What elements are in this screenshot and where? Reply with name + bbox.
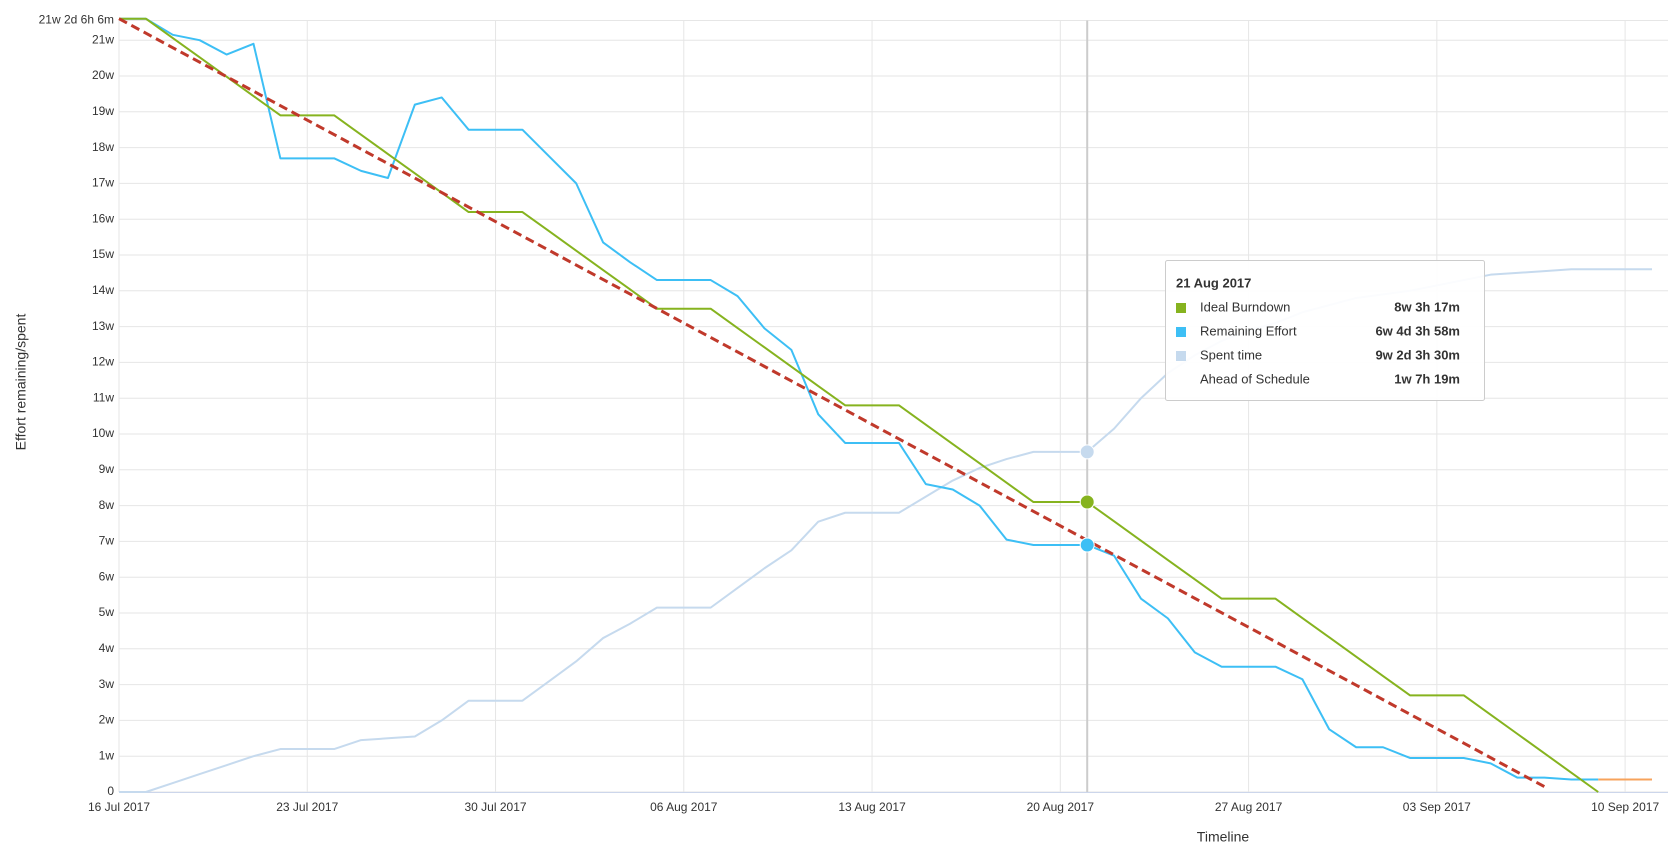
y-tick-label: 4w <box>99 641 115 655</box>
series-line <box>119 17 1599 781</box>
y-tick-label: 14w <box>92 283 114 297</box>
y-tick-label: 16w <box>92 211 114 225</box>
hover-marker <box>1079 494 1095 510</box>
y-tick-label: 9w <box>99 462 115 476</box>
y-tick-label: 1w <box>99 748 115 762</box>
y-tick-label: 19w <box>92 104 114 118</box>
tooltip-name: Ahead of Schedule <box>1200 371 1310 386</box>
y-tick-label: 20w <box>92 68 114 82</box>
x-tick-label: 27 Aug 2017 <box>1215 800 1283 814</box>
x-tick-label: 16 Jul 2017 <box>88 800 150 814</box>
tooltip-name: Spent time <box>1200 347 1262 362</box>
tooltip-title: 21 Aug 2017 <box>1176 275 1251 290</box>
hover-marker <box>1079 444 1095 460</box>
y-tick-label: 21w 2d 6h 6m <box>39 13 114 27</box>
y-tick-label: 0 <box>107 784 114 798</box>
tooltip-swatch <box>1176 351 1186 361</box>
y-tick-label: 10w <box>92 426 114 440</box>
y-tick-label: 8w <box>99 498 115 512</box>
tooltip-value: 8w 3h 17m <box>1394 299 1460 314</box>
x-tick-label: 06 Aug 2017 <box>650 800 718 814</box>
tooltip: 21 Aug 2017 Ideal Burndown 8w 3h 17m Remain… <box>1165 260 1485 401</box>
x-tick-label: 30 Jul 2017 <box>464 800 526 814</box>
x-tick-label: 10 Sep 2017 <box>1591 800 1659 814</box>
tooltip-value: 1w 7h 19m <box>1394 371 1460 386</box>
y-tick-label: 11w <box>93 390 114 404</box>
tooltip-swatch <box>1176 303 1186 313</box>
y-tick-label: 12w <box>92 355 114 369</box>
series-line <box>119 17 1599 793</box>
tooltip-name: Ideal Burndown <box>1200 299 1290 314</box>
x-tick-label: 23 Jul 2017 <box>276 800 338 814</box>
tooltip-box <box>1165 260 1485 401</box>
tooltip-swatch <box>1176 327 1186 337</box>
y-tick-label: 3w <box>99 677 115 691</box>
x-tick-label: 20 Aug 2017 <box>1027 800 1095 814</box>
trend-line <box>118 17 1546 788</box>
y-tick-label: 6w <box>99 569 115 583</box>
tooltip-name: Remaining Effort <box>1200 323 1297 338</box>
y-tick-label: 5w <box>99 605 115 619</box>
x-tick-label: 13 Aug 2017 <box>838 800 906 814</box>
hover-marker <box>1079 537 1095 553</box>
x-axis-label: Timeline <box>1197 829 1250 845</box>
y-tick-label: 13w <box>92 319 114 333</box>
y-tick-label: 2w <box>99 713 115 727</box>
x-tick-label: 03 Sep 2017 <box>1403 800 1471 814</box>
y-tick-label: 17w <box>92 176 114 190</box>
y-axis-label: Effort remaining/spent <box>13 314 29 451</box>
tooltip-value: 6w 4d 3h 58m <box>1375 323 1460 338</box>
y-tick-label: 18w <box>92 140 114 154</box>
y-tick-label: 7w <box>99 534 115 548</box>
y-tick-label: 15w <box>92 247 114 261</box>
y-tick-label: 21w <box>92 32 114 46</box>
tooltip-value: 9w 2d 3h 30m <box>1375 347 1460 362</box>
